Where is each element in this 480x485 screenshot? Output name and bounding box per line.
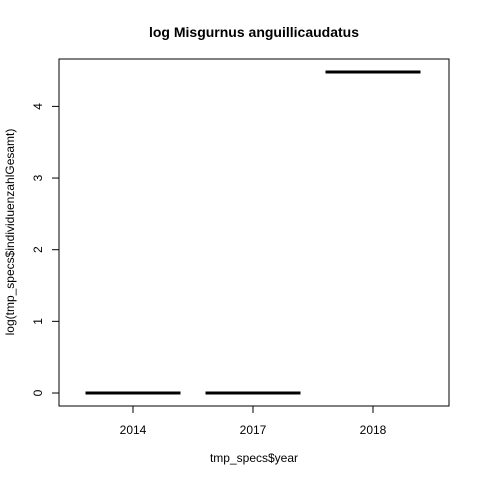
x-tick-label-2014: 2014 (120, 423, 147, 437)
y-tick-label-1: 1 (31, 318, 45, 325)
data-marks (85, 70, 421, 395)
x-tick-label-2018: 2018 (360, 423, 387, 437)
x-axis: 2014 2017 2018 (120, 406, 387, 437)
y-tick-label-3: 3 (31, 174, 45, 181)
x-axis-label: tmp_specs$year (210, 451, 298, 465)
y-axis-label: log(tmp_specs$individuenzahlGesamt) (3, 129, 17, 336)
y-tick-label-0: 0 (31, 389, 45, 396)
y-tick-label-4: 4 (31, 103, 45, 110)
y-axis: 0 1 2 3 4 (31, 103, 59, 396)
plot-frame (58, 58, 450, 407)
x-tick-label-2017: 2017 (240, 423, 267, 437)
chart-title: log Misgurnus anguillicaudatus (149, 24, 359, 40)
y-tick-label-2: 2 (31, 246, 45, 253)
